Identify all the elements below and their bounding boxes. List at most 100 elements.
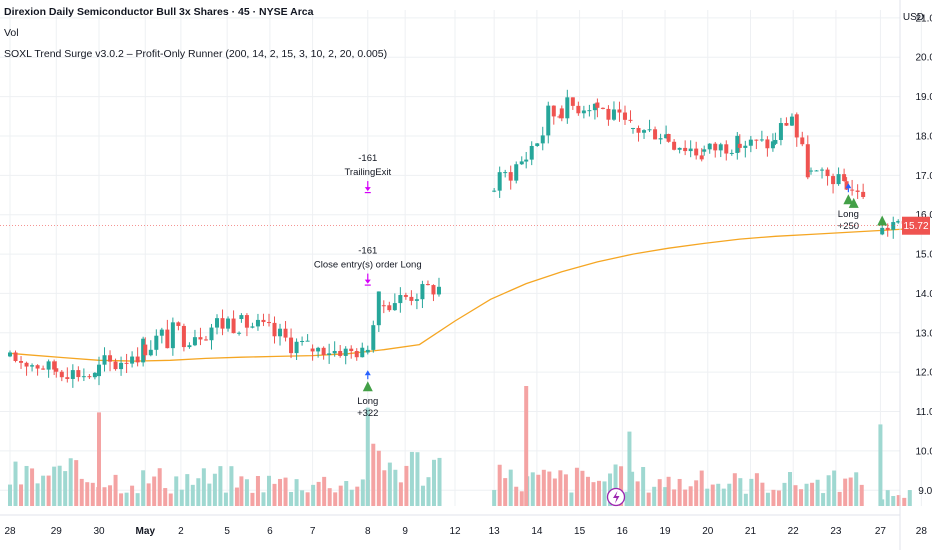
- candle-body: [124, 362, 129, 364]
- candle-body: [436, 286, 441, 295]
- volume-bar: [196, 478, 201, 506]
- volume-bar: [558, 470, 563, 506]
- strategy-legend[interactable]: SOXL Trend Surge v3.0.2 – Profit-Only Ru…: [4, 48, 388, 60]
- candle-body: [343, 348, 348, 356]
- time-tick-label: 7: [310, 526, 316, 537]
- candle-body: [809, 170, 813, 172]
- exit-reason: Close entry(s) order Long: [314, 260, 422, 271]
- candle-body: [327, 353, 332, 355]
- volume-bar: [168, 493, 173, 506]
- volume-bar: [760, 482, 765, 506]
- candle-body: [13, 352, 18, 361]
- candle-body: [814, 170, 819, 172]
- volume-bar: [782, 482, 787, 506]
- candle-body: [631, 127, 635, 129]
- time-tick-label: 6: [267, 526, 273, 537]
- candle-body: [300, 340, 305, 342]
- entry-arrow: [364, 370, 371, 376]
- candle-body: [778, 123, 783, 140]
- candle-body: [176, 322, 181, 326]
- candle-body: [694, 148, 699, 156]
- candle-body: [800, 137, 805, 145]
- candle-body: [861, 191, 866, 197]
- volume-bar: [207, 483, 212, 506]
- price-tick-label: 20.00: [915, 53, 932, 64]
- candle-body: [592, 103, 597, 111]
- volume-bar: [179, 489, 184, 506]
- volume-bar: [294, 479, 299, 506]
- volume-bar: [157, 468, 162, 506]
- candle-body: [524, 159, 529, 162]
- candle-body: [102, 355, 107, 365]
- candle-body: [187, 345, 192, 348]
- volume-bar: [68, 458, 73, 506]
- volume-bar: [677, 478, 682, 506]
- candle-body: [30, 365, 35, 367]
- volume-bar: [130, 485, 135, 506]
- volume-bar: [597, 480, 602, 506]
- candle-body: [261, 319, 266, 323]
- candle-body: [278, 328, 283, 337]
- volume-bar: [266, 475, 271, 506]
- candle-body: [729, 152, 734, 154]
- time-tick-label: 15: [574, 526, 586, 537]
- volume-bar: [787, 472, 792, 506]
- volume-bar: [305, 492, 310, 506]
- candle-body: [349, 348, 354, 352]
- time-tick-label: 12: [449, 526, 461, 537]
- candle-body: [431, 285, 436, 295]
- volume-legend[interactable]: Vol: [4, 27, 19, 39]
- volume-bar: [250, 492, 255, 506]
- volume-bar: [754, 473, 759, 506]
- volume-bar: [657, 479, 662, 506]
- symbol-title[interactable]: Direxion Daily Semiconductor Bull 3x Sha…: [4, 6, 314, 18]
- volume-bar: [404, 465, 409, 506]
- volume-bar: [316, 481, 321, 506]
- candle-body: [81, 376, 86, 378]
- time-tick-label: 9: [402, 526, 408, 537]
- candle-body: [192, 337, 197, 346]
- candle-body: [289, 337, 294, 354]
- volume-bar: [437, 457, 442, 506]
- candle-body: [135, 356, 140, 363]
- candle-body: [321, 347, 326, 355]
- candle-body: [831, 176, 836, 185]
- volume-bar: [854, 472, 859, 506]
- time-tick-label: 27: [875, 526, 887, 537]
- candle-body: [226, 318, 231, 329]
- volume-bar: [821, 493, 826, 506]
- candle-body: [658, 138, 663, 140]
- candle-body: [891, 222, 896, 230]
- price-tick-label: 19.00: [915, 92, 932, 103]
- entry-label: Long: [838, 209, 859, 220]
- volume-bar: [234, 487, 239, 506]
- candle-body: [154, 335, 159, 350]
- volume-bar: [278, 478, 283, 506]
- candle-body: [688, 148, 693, 152]
- candle-body: [119, 362, 124, 370]
- signal-triangle: [848, 197, 859, 208]
- time-axis[interactable]: 282930May2567891213141516192021222327282…: [0, 514, 932, 537]
- volume-bar: [79, 478, 84, 506]
- candle-body: [237, 332, 242, 334]
- volume-spike: [524, 386, 529, 506]
- volume-bar: [743, 493, 748, 506]
- candle-body: [231, 318, 236, 334]
- volume-bar: [793, 485, 798, 506]
- volume-bar: [19, 484, 24, 506]
- time-tick-label: 13: [489, 526, 501, 537]
- entry-label: Long: [357, 396, 378, 407]
- volume-bar: [672, 489, 677, 506]
- volume-bar: [705, 488, 710, 506]
- volume-bar: [536, 474, 541, 506]
- volume-bar: [218, 466, 223, 506]
- volume-bar: [185, 474, 190, 506]
- candle-body: [19, 360, 24, 363]
- volume-bar: [283, 477, 288, 506]
- replay-lightning-icon[interactable]: [606, 487, 626, 507]
- exit-qty: -161: [358, 153, 377, 164]
- volume-bar: [24, 465, 29, 506]
- volume-bar: [201, 468, 206, 506]
